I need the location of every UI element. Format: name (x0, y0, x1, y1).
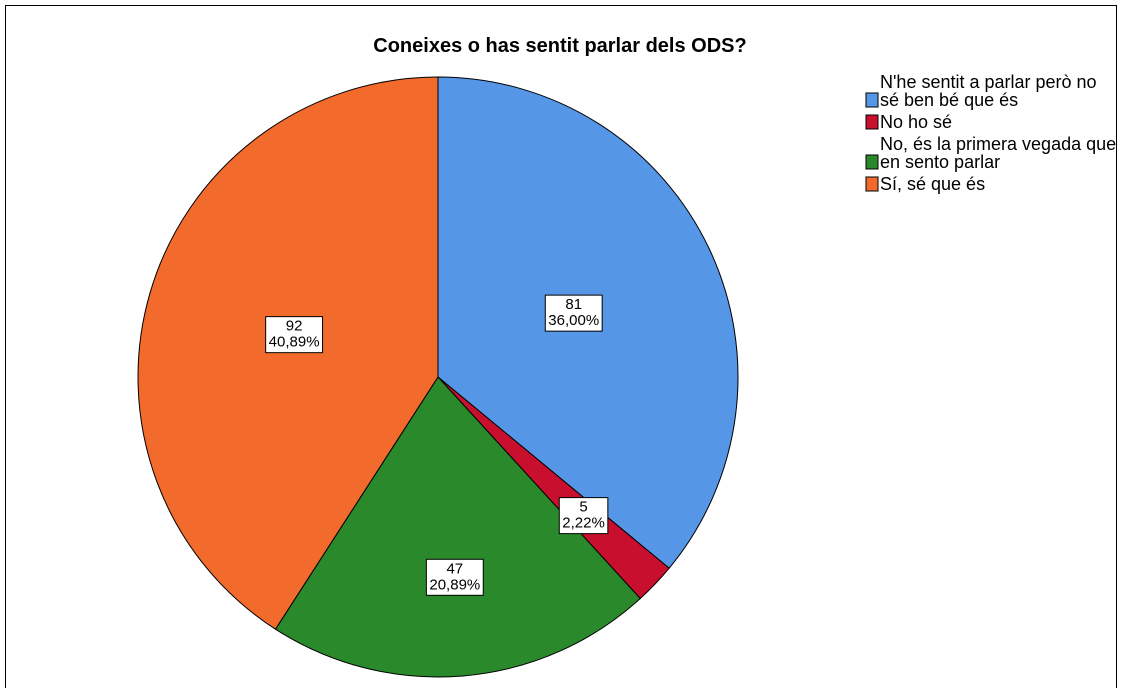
data-label-box (544, 294, 603, 332)
data-label-box (558, 497, 609, 535)
data-label-count: 92 (286, 318, 303, 335)
data-label-percent: 2,22% (562, 515, 605, 532)
data-label-box (425, 558, 484, 596)
legend-swatch (865, 176, 879, 192)
legend-label: Sí, sé que és (880, 174, 985, 194)
pie-slice (274, 376, 641, 678)
data-label-count: 47 (446, 560, 463, 577)
chart-title: Coneixes o has sentit parlar dels ODS? (373, 35, 746, 57)
data-label: 52,22% (558, 497, 609, 535)
legend-swatch (865, 154, 879, 170)
data-label-count: 5 (579, 499, 587, 516)
data-label-percent: 40,89% (269, 334, 320, 351)
data-label-box (265, 316, 324, 354)
legend-label: No ho sé (880, 112, 952, 132)
legend-label: No, és la primera vegada que en sento par… (880, 134, 1116, 172)
data-label-percent: 20,89% (429, 576, 480, 593)
legend-swatch (865, 114, 879, 130)
legend-swatch (865, 92, 879, 108)
legend-label: N'he sentit a parlar però no sé ben bé qu… (880, 72, 1097, 110)
data-label-count: 81 (565, 296, 582, 313)
data-label-percent: 36,00% (548, 312, 599, 329)
